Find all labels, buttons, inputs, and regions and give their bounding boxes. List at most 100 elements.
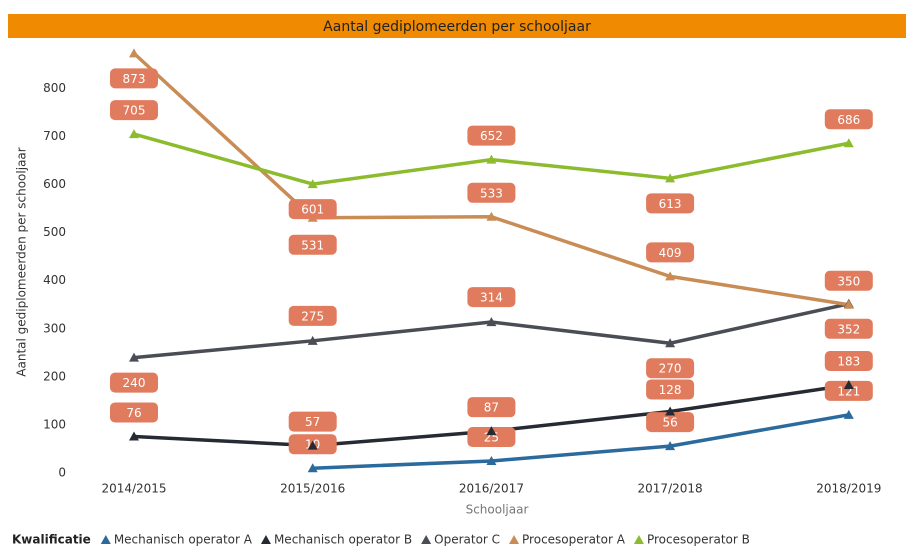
- data-label-box: [288, 234, 337, 255]
- point-marker: [307, 179, 318, 189]
- data-label: 56: [662, 416, 677, 430]
- y-tick-label: 200: [43, 369, 66, 383]
- data-label-box: [110, 68, 158, 89]
- y-tick-label: 800: [43, 81, 66, 95]
- data-label: 87: [484, 401, 499, 415]
- legend-title: Kwalificatie: [12, 533, 91, 547]
- data-label: 352: [837, 322, 860, 336]
- data-label: 613: [659, 197, 682, 211]
- point-marker: [665, 338, 676, 348]
- legend-marker: [633, 535, 644, 544]
- y-tick-label: 300: [43, 321, 66, 335]
- point-marker: [665, 271, 676, 281]
- data-label-box: [646, 379, 695, 400]
- data-label-box: [646, 358, 695, 379]
- y-tick-label: 0: [58, 466, 66, 480]
- data-label: 270: [659, 362, 682, 376]
- y-tick-label: 400: [43, 273, 66, 287]
- chart-title: Aantal gediplomeerden per schooljaar: [323, 19, 591, 35]
- legend-label: Procesoperator A: [522, 533, 626, 547]
- x-axis-label: Schooljaar: [466, 503, 529, 517]
- data-label-box: [824, 380, 873, 401]
- point-marker: [486, 211, 497, 221]
- point-marker: [129, 352, 139, 362]
- legend-marker: [100, 535, 111, 544]
- series-line: [312, 413, 850, 470]
- point-marker: [665, 441, 676, 451]
- series-line: [133, 302, 850, 360]
- legend-marker: [260, 535, 271, 544]
- legend-label: Procesoperator B: [647, 533, 750, 547]
- point-marker: [843, 409, 854, 419]
- y-tick-label: 700: [43, 129, 66, 143]
- data-label-box: [288, 199, 337, 220]
- data-label: 409: [659, 246, 682, 260]
- point-marker: [843, 380, 854, 390]
- legend-marker: [421, 535, 432, 544]
- data-label-box: [824, 109, 873, 130]
- data-label: 533: [480, 186, 503, 200]
- point-marker: [843, 138, 854, 148]
- data-label: 183: [837, 355, 860, 369]
- point-marker: [307, 440, 318, 450]
- data-label: 873: [123, 72, 146, 86]
- y-tick-label: 100: [43, 417, 66, 431]
- legend-marker: [509, 535, 520, 544]
- data-label: 57: [305, 415, 320, 429]
- data-label-box: [824, 318, 873, 339]
- data-label: 76: [126, 406, 141, 420]
- data-label: 601: [301, 203, 324, 217]
- data-label: 240: [123, 376, 146, 390]
- data-label-box: [824, 351, 873, 372]
- data-label-box: [110, 372, 158, 393]
- legend-label: Operator C: [434, 533, 500, 547]
- x-tick-label: 2016/2017: [459, 482, 524, 496]
- data-label-box: [467, 125, 516, 146]
- point-marker: [665, 173, 676, 183]
- point-marker: [665, 406, 676, 416]
- y-axis-label: Aantal gediplomeerden per schooljaar: [15, 147, 29, 376]
- point-marker: [486, 154, 497, 164]
- y-tick-label: 600: [43, 177, 66, 191]
- y-tick-label: 500: [43, 225, 66, 239]
- x-tick-label: 2018/2019: [816, 482, 881, 496]
- point-marker: [307, 463, 318, 473]
- data-label: 686: [837, 113, 860, 127]
- x-tick-label: 2017/2018: [638, 482, 703, 496]
- point-marker: [129, 48, 139, 58]
- point-marker: [486, 455, 497, 465]
- point-marker: [486, 426, 497, 436]
- series-line: [132, 52, 850, 307]
- data-label: 350: [837, 274, 860, 288]
- title-banner: [8, 14, 906, 38]
- data-label-box: [467, 287, 516, 308]
- data-label-box: [824, 270, 873, 291]
- data-label: 652: [480, 129, 503, 143]
- data-label-box: [110, 402, 158, 423]
- point-marker: [486, 317, 497, 327]
- data-label-box: [288, 305, 337, 326]
- point-marker: [307, 335, 318, 345]
- point-marker: [129, 431, 139, 441]
- data-label: 705: [123, 104, 146, 118]
- data-label-box: [646, 193, 695, 214]
- legend-label: Mechanisch operator A: [114, 533, 253, 547]
- data-label: 531: [301, 238, 324, 252]
- x-tick-label: 2015/2016: [280, 482, 345, 496]
- data-label: 121: [837, 384, 860, 398]
- data-label-box: [467, 182, 516, 203]
- legend-label: Mechanisch operator B: [274, 533, 412, 547]
- point-marker: [843, 299, 854, 309]
- data-label-box: [288, 411, 337, 432]
- data-label: 275: [301, 309, 324, 323]
- point-marker: [129, 129, 139, 139]
- data-label: 128: [659, 383, 682, 397]
- data-label-box: [467, 397, 516, 418]
- x-tick-label: 2014/2015: [101, 482, 166, 496]
- data-label-box: [646, 242, 695, 263]
- data-label-box: [467, 426, 516, 447]
- data-label-box: [646, 412, 695, 433]
- data-label: 314: [480, 291, 503, 305]
- data-label-box: [110, 100, 158, 121]
